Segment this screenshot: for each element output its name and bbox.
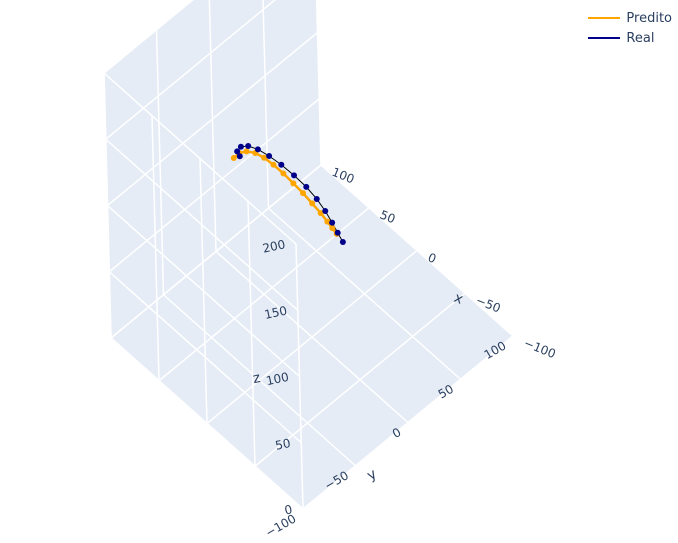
gridline-z (107, 31, 318, 207)
chart-panes (104, 0, 513, 509)
data-point-real[interactable] (234, 148, 241, 155)
data-point-real[interactable] (339, 239, 346, 246)
gridline-y (320, 164, 514, 337)
gridline-z (110, 164, 322, 339)
gridline-z (108, 98, 320, 273)
legend-label-real: Real (626, 30, 655, 46)
gridline-z (108, 271, 302, 444)
legend-swatch-real (588, 37, 621, 39)
legend-swatch-predito (588, 17, 621, 19)
data-point-real[interactable] (334, 229, 341, 236)
gridline-y (215, 250, 409, 424)
z-tick-label: 0 (283, 502, 293, 517)
data-point-predito[interactable] (261, 154, 268, 161)
data-point-predito[interactable] (243, 148, 250, 155)
gridline-z (110, 337, 304, 510)
legend-item-predito[interactable]: Predito (588, 8, 672, 28)
x-tick-label: 0 (426, 250, 438, 266)
data-point-real[interactable] (254, 146, 261, 153)
y-axis-title: y (364, 466, 379, 484)
data-point-predito[interactable] (329, 225, 336, 232)
z-tick-label: 200 (261, 237, 286, 255)
data-point-predito[interactable] (290, 180, 297, 187)
data-point-real[interactable] (291, 172, 298, 179)
data-point-real[interactable] (313, 195, 320, 202)
legend-item-real[interactable]: Real (588, 28, 672, 48)
chart-gridlines (103, 0, 514, 510)
x-tick-label: −100 (522, 336, 558, 361)
gridline-z (103, 0, 194, 74)
x-tick-label: 50 (378, 208, 397, 227)
legend-label-predito: Predito (626, 10, 672, 26)
data-point-predito[interactable] (270, 161, 277, 168)
gridline-z (107, 204, 300, 378)
z-axis-title: z (251, 370, 262, 387)
y-tick-label: 50 (436, 382, 456, 402)
data-point-real[interactable] (322, 208, 329, 215)
gridline-y (163, 294, 356, 467)
data-point-real[interactable] (329, 219, 336, 226)
z-tick-label: 100 (265, 370, 290, 388)
data-point-predito[interactable] (324, 218, 331, 225)
data-point-real[interactable] (278, 161, 285, 168)
gridline-z (105, 0, 276, 140)
data-point-real[interactable] (245, 143, 252, 150)
gridline-z (105, 138, 299, 311)
data-point-real[interactable] (303, 183, 310, 190)
data-point-real[interactable] (237, 143, 244, 150)
data-point-predito[interactable] (317, 210, 324, 217)
z-tick-label: 150 (263, 303, 288, 321)
data-point-predito[interactable] (309, 200, 316, 207)
gridline-z (103, 72, 297, 245)
gridline-y (268, 207, 461, 380)
z-tick-label: 50 (274, 436, 292, 453)
chart-legend: Predito Real (588, 8, 672, 48)
data-point-predito[interactable] (300, 190, 307, 197)
data-point-predito[interactable] (280, 170, 287, 177)
data-point-predito[interactable] (230, 154, 237, 161)
data-point-real[interactable] (236, 153, 243, 160)
data-point-real[interactable] (266, 153, 273, 160)
chart-marks (230, 143, 346, 246)
